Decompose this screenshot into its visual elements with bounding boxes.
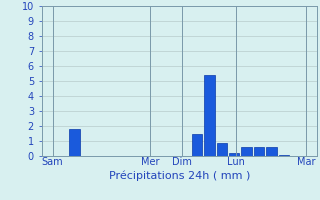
Bar (217, 142, 227, 156)
Bar (229, 153, 239, 156)
Bar (192, 134, 202, 156)
Bar (204, 75, 215, 156)
Bar (278, 154, 289, 156)
Bar (69, 129, 80, 156)
Bar (254, 147, 264, 156)
Bar (266, 147, 276, 156)
Bar (241, 147, 252, 156)
X-axis label: Précipitations 24h ( mm ): Précipitations 24h ( mm ) (108, 170, 250, 181)
